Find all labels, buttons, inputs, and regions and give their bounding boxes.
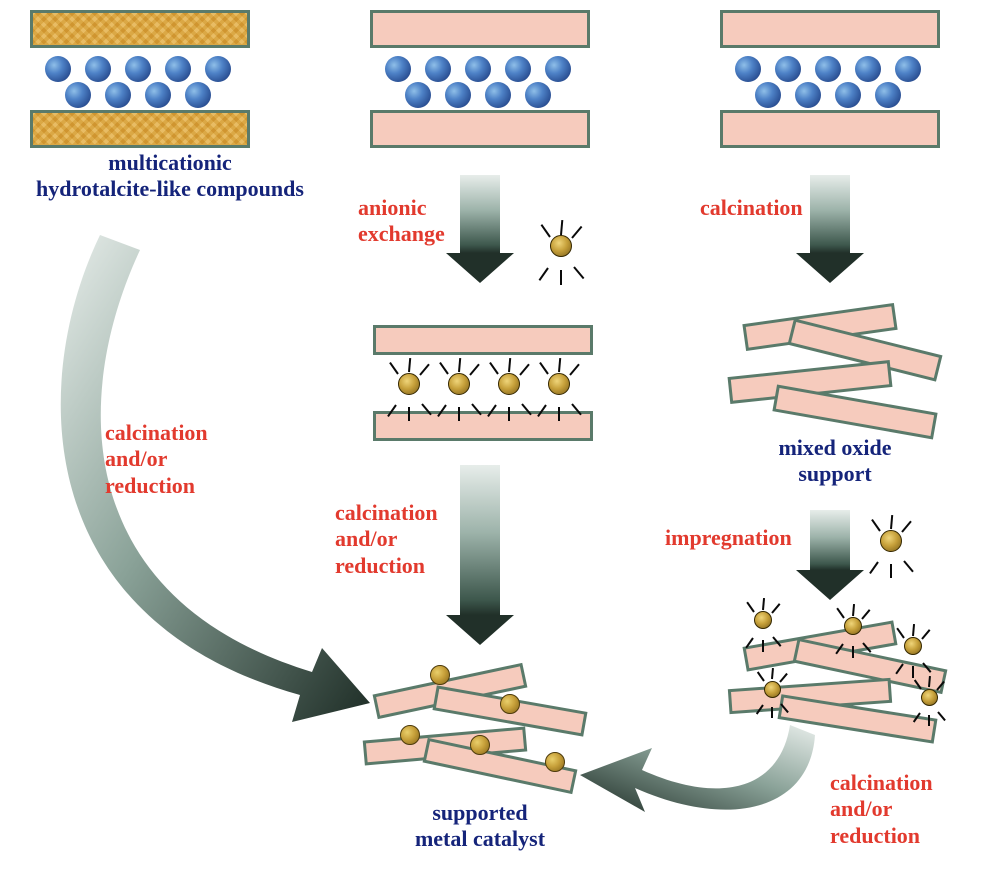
text: reduction: [830, 823, 920, 848]
label-supported: supported metal catalyst: [380, 800, 580, 853]
layer-bottom: [720, 110, 940, 148]
label-calcination-right1: calcination: [700, 195, 803, 221]
precursor-icon: [538, 363, 578, 403]
text: calcination: [105, 420, 208, 445]
precursor-icon: [745, 602, 781, 638]
label-calcination-reduction-left: calcination and/or reduction: [105, 420, 208, 499]
text: calcination: [830, 770, 933, 795]
precursor-icon: [835, 608, 871, 644]
layered-right: [720, 10, 940, 148]
text: support: [798, 461, 871, 486]
text: reduction: [105, 473, 195, 498]
text: and/or: [105, 446, 167, 471]
text: calcination: [700, 195, 803, 220]
diagram-canvas: multicationic hydrotalcite-like compound…: [0, 0, 981, 872]
precursor-icon: [895, 628, 931, 664]
layer-top: [720, 10, 940, 48]
metal-dot: [500, 694, 520, 714]
curved-arrow-left: [0, 0, 500, 800]
label-calcination-reduction-right: calcination and/or reduction: [830, 770, 933, 849]
text: metal catalyst: [415, 826, 545, 851]
text: supported: [432, 800, 527, 825]
text: impregnation: [665, 525, 792, 550]
mixed-oxide-support: [720, 300, 950, 450]
precursor-icon: [870, 520, 910, 560]
label-impregnation: impregnation: [665, 525, 792, 551]
precursor-icon: [540, 225, 580, 265]
label-mixed-oxide: mixed oxide support: [745, 435, 925, 488]
text: and/or: [830, 796, 892, 821]
text: mixed oxide: [778, 435, 891, 460]
